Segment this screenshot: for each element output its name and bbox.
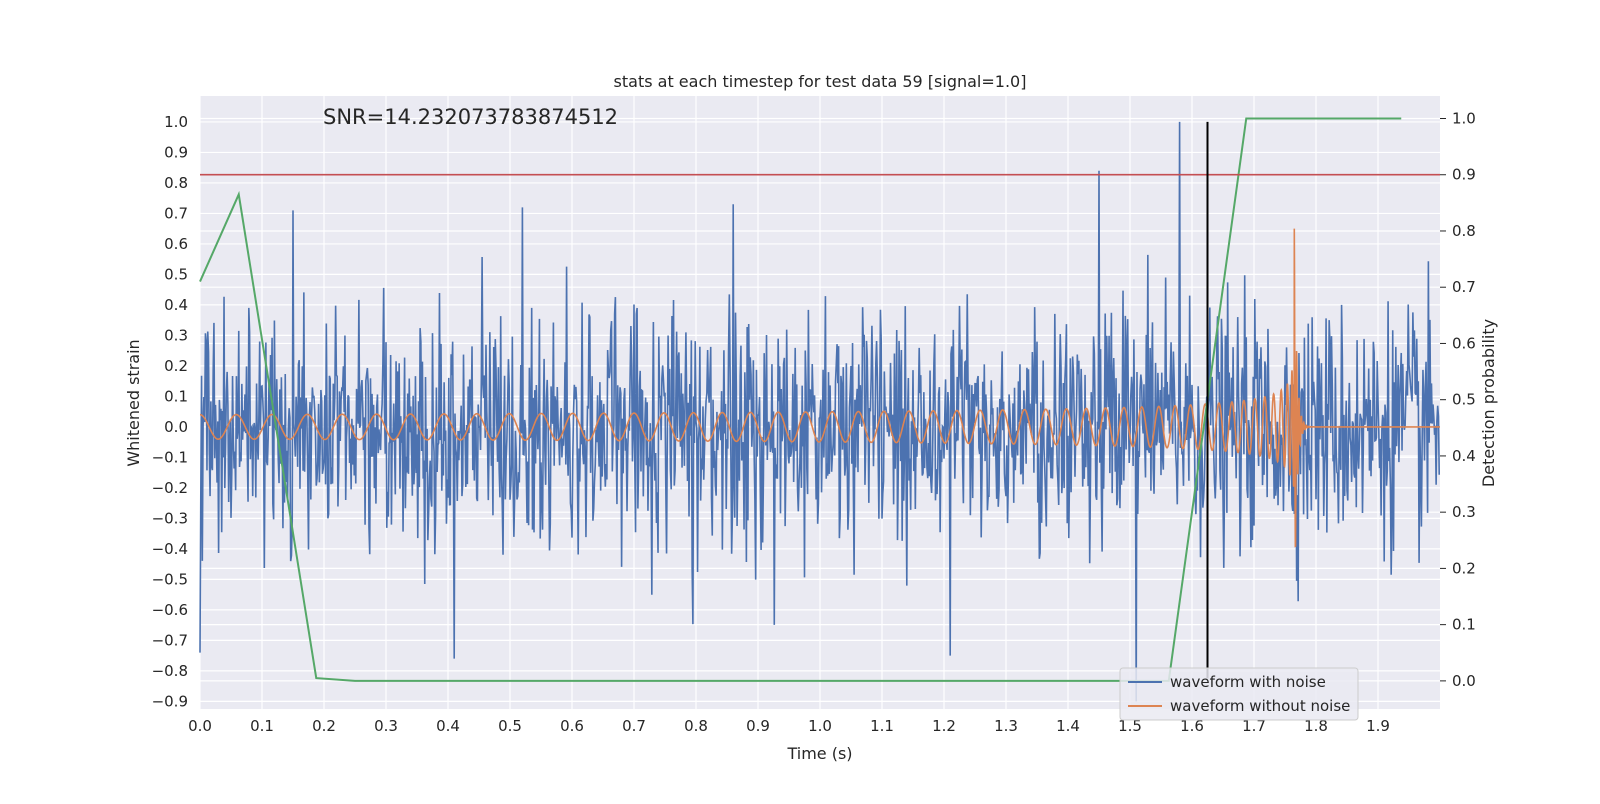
- x-tick-label: 0.8: [684, 717, 708, 735]
- x-tick-label: 1.3: [994, 717, 1018, 735]
- y-tick-label-left: 0.2: [164, 357, 188, 375]
- y-tick-label-left: 0.0: [164, 418, 188, 436]
- x-tick-label: 1.2: [932, 717, 956, 735]
- x-tick-label: 0.7: [622, 717, 646, 735]
- x-tick-label: 0.0: [188, 717, 212, 735]
- y-tick-label-right: 0.8: [1452, 222, 1476, 240]
- y-tick-label-right: 0.6: [1452, 334, 1476, 352]
- y-tick-labels-left: 1.0 0.9 0.8 0.7 0.6 0.5 0.4 0.3 0.2 0.1 0.0 −0.1 −0.…: [152, 113, 188, 710]
- y-tick-label-left: 1.0: [164, 113, 188, 131]
- y-tick-label-left: −0.9: [152, 692, 188, 710]
- y-tick-label-right: 1.0: [1452, 109, 1476, 127]
- y-tick-label-left: 0.3: [164, 326, 188, 344]
- gridlines: [199, 96, 1440, 709]
- x-axis-label: Time (s): [786, 744, 852, 763]
- y-tick-label-left: 0.5: [164, 265, 188, 283]
- y-tick-label-right: 0.4: [1452, 447, 1476, 465]
- y-tick-label-right: 0.1: [1452, 616, 1476, 634]
- legend-label-waveform-without-noise: waveform without noise: [1170, 697, 1350, 715]
- chart-title: stats at each timestep for test data 59 …: [614, 72, 1027, 91]
- y-tick-label-right: 0.2: [1452, 559, 1476, 577]
- x-tick-label: 0.6: [560, 717, 584, 735]
- x-tick-label: 1.1: [870, 717, 894, 735]
- y-tick-label-left: −0.2: [152, 479, 188, 497]
- x-tick-label: 0.2: [312, 717, 336, 735]
- x-tick-label: 0.3: [374, 717, 398, 735]
- x-tick-label: 0.9: [746, 717, 770, 735]
- y-tick-label-left: 0.6: [164, 235, 188, 253]
- y-tick-label-right: 0.0: [1452, 672, 1476, 690]
- series-layer: [199, 117, 1441, 702]
- x-tick-label: 0.4: [436, 717, 460, 735]
- x-tick-label: 1.0: [808, 717, 832, 735]
- y-tick-label-left: −0.5: [152, 570, 188, 588]
- x-tick-label: 1.9: [1366, 717, 1390, 735]
- x-tick-label: 0.1: [250, 717, 274, 735]
- y-tick-label-left: 0.1: [164, 387, 188, 405]
- y-tick-label-left: −0.1: [152, 448, 188, 466]
- x-tick-label: 1.5: [1118, 717, 1142, 735]
- y-tick-label-right: 0.9: [1452, 166, 1476, 184]
- y-axis-label-right: Detection probability: [1479, 319, 1498, 487]
- y-tick-label-left: −0.7: [152, 631, 188, 649]
- y-tick-labels-right: 1.0 0.9 0.8 0.7 0.6 0.5 0.4 0.3 0.2 0.1 0.0: [1440, 109, 1476, 690]
- y-tick-label-right: 0.5: [1452, 391, 1476, 409]
- x-tick-label: 1.6: [1180, 717, 1204, 735]
- y-tick-label-left: 0.7: [164, 204, 188, 222]
- y-tick-label-left: 0.4: [164, 296, 188, 314]
- y-tick-label-left: −0.8: [152, 662, 188, 680]
- legend-box: [1119, 667, 1359, 721]
- x-tick-label: 0.5: [498, 717, 522, 735]
- y-axis-label-left: Whitened strain: [124, 339, 143, 466]
- series-detection-probability: [199, 117, 1402, 682]
- legend: waveform with noise waveform without noi…: [1119, 667, 1359, 721]
- y-tick-label-left: 0.8: [164, 174, 188, 192]
- x-tick-label: 1.4: [1056, 717, 1080, 735]
- series-waveform-without-noise: [199, 228, 1440, 548]
- snr-annotation: SNR=14.232073783874512: [323, 105, 618, 129]
- x-tick-label: 1.7: [1242, 717, 1266, 735]
- legend-label-waveform-with-noise: waveform with noise: [1170, 673, 1326, 691]
- y-tick-label-left: −0.6: [152, 601, 188, 619]
- y-tick-label-right: 0.3: [1452, 503, 1476, 521]
- x-tick-labels: 0.0 0.1 0.2 0.3 0.4 0.5 0.6 0.7 0.8 0.9 1.0 1.1 1.2 1…: [188, 717, 1390, 735]
- y-tick-label-left: −0.4: [152, 540, 188, 558]
- y-tick-label-left: 0.9: [164, 143, 188, 161]
- x-tick-label: 1.8: [1304, 717, 1328, 735]
- y-tick-label-right: 0.7: [1452, 278, 1476, 296]
- y-tick-label-left: −0.3: [152, 509, 188, 527]
